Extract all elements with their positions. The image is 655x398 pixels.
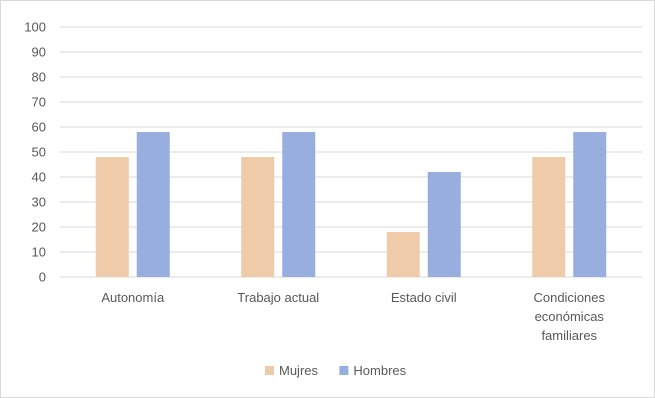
bar-mujres (532, 157, 566, 277)
y-tick-label: 100 (24, 20, 46, 35)
x-category-label: Trabajo actual (237, 290, 319, 305)
y-tick-label: 40 (32, 170, 46, 185)
bar-mujres (386, 232, 420, 277)
y-tick-label: 20 (32, 220, 46, 235)
x-category-label: Estado civil (391, 290, 457, 305)
y-tick-label: 10 (32, 245, 46, 260)
y-axis-ticks: 0 10 20 30 40 50 60 70 80 90 100 (24, 20, 46, 285)
legend-label-mujres: Mujres (279, 363, 319, 378)
x-category-label: económicas (535, 309, 605, 324)
bar-hombres (427, 172, 461, 277)
legend: Mujres Hombres (265, 363, 407, 378)
bar-hombres (573, 132, 607, 277)
y-tick-label: 80 (32, 70, 46, 85)
bar-mujres (95, 157, 129, 277)
bar-hombres (282, 132, 316, 277)
y-tick-label: 50 (32, 145, 46, 160)
x-category-label: Condiciones (533, 290, 605, 305)
x-category-label: Autonomía (101, 290, 165, 305)
bar-mujres (241, 157, 275, 277)
bar-hombres (136, 132, 170, 277)
x-category-label: familiares (541, 328, 597, 343)
bars (95, 132, 607, 277)
x-axis-labels: Autonomía Trabajo actual Estado civil Condi… (101, 290, 605, 343)
legend-label-hombres: Hombres (353, 363, 406, 378)
y-tick-label: 30 (32, 195, 46, 210)
y-tick-label: 60 (32, 120, 46, 135)
y-tick-label: 90 (32, 45, 46, 60)
y-tick-label: 70 (32, 95, 46, 110)
legend-swatch-mujres (265, 366, 274, 375)
legend-swatch-hombres (339, 366, 349, 375)
y-tick-label: 0 (39, 270, 46, 285)
